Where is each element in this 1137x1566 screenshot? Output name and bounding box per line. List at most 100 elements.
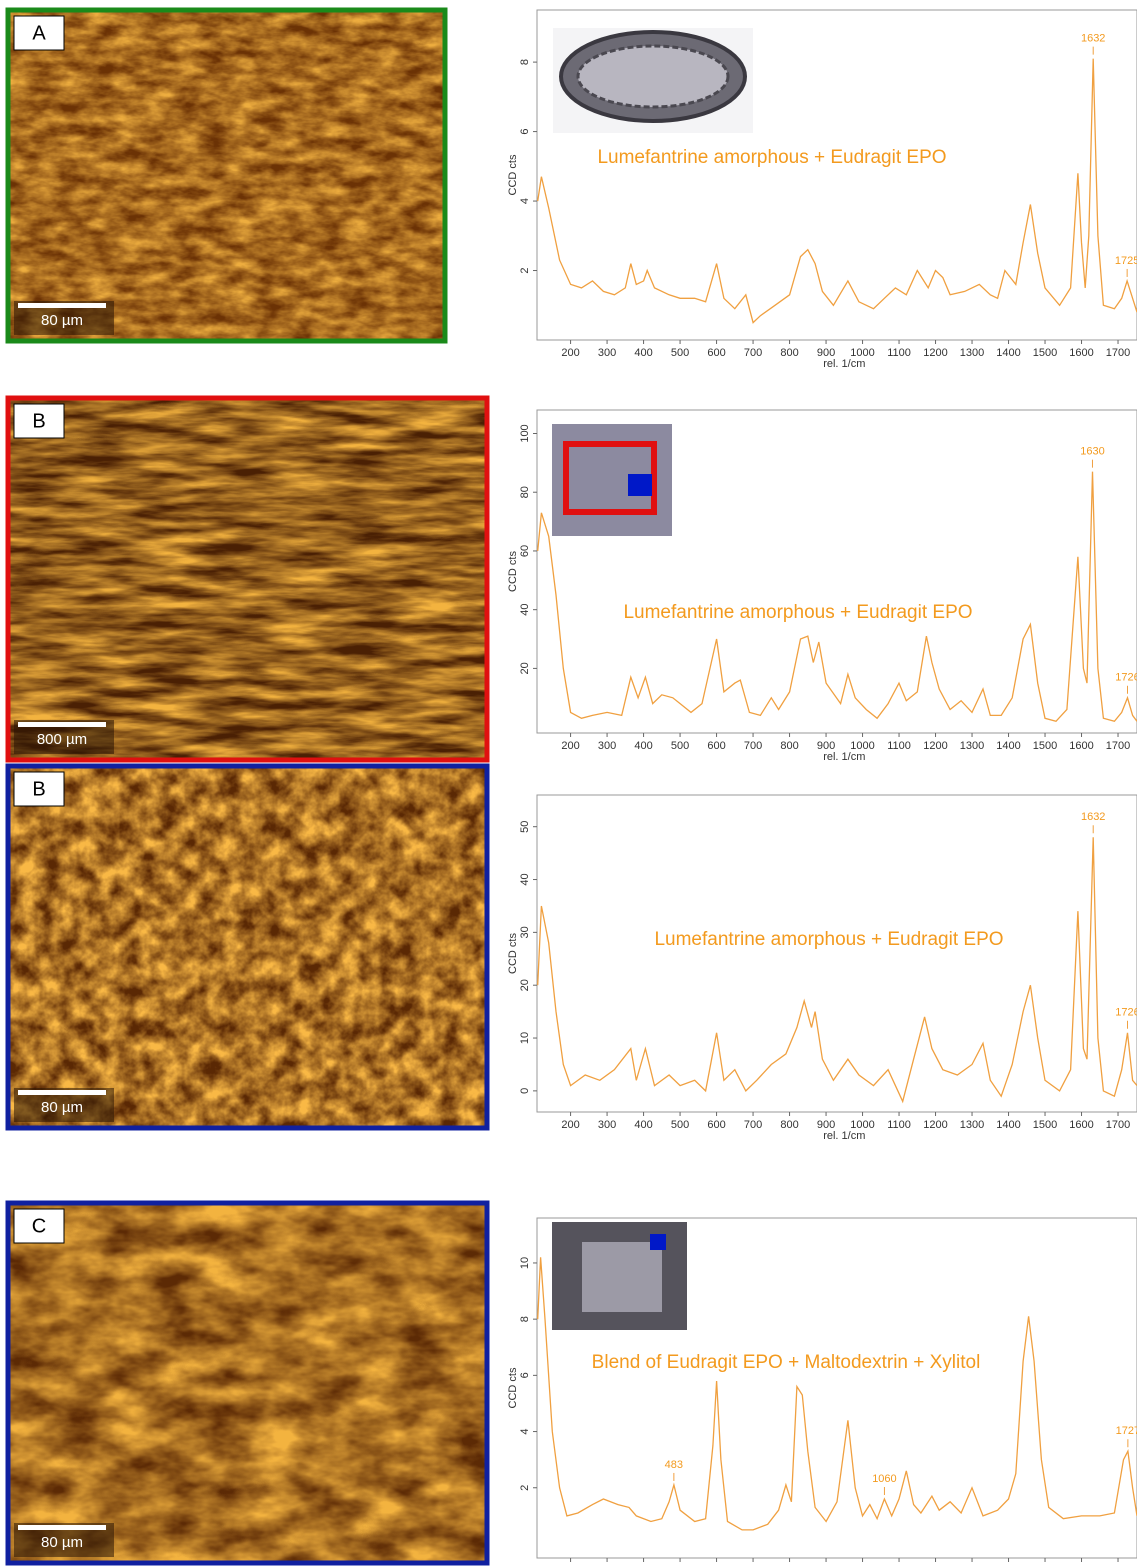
y-tick-label: 30 <box>519 926 531 938</box>
y-tick-label: 4 <box>519 198 531 204</box>
x-tick-label: 500 <box>671 740 689 752</box>
peak-label: 1632 <box>1081 811 1105 823</box>
scale-bar-label: 80 µm <box>41 1534 83 1551</box>
y-tick-label: 100 <box>519 424 531 442</box>
x-tick-label: 1700 <box>1106 1119 1130 1131</box>
y-tick-label: 80 <box>519 486 531 498</box>
y-tick-label: 10 <box>519 1032 531 1044</box>
map-image <box>8 398 487 760</box>
y-tick-label: 2 <box>519 1485 531 1491</box>
y-tick-label: 6 <box>519 129 531 135</box>
x-tick-label: 600 <box>707 1119 725 1131</box>
chart-note: Lumefantrine amorphous + Eudragit EPO <box>623 602 972 623</box>
x-tick-label: 300 <box>598 347 616 359</box>
x-tick-label: 1400 <box>996 347 1020 359</box>
x-tick-label: 200 <box>561 1119 579 1131</box>
figure: A80 µm2003004005006007008009001000110012… <box>0 0 1137 1566</box>
x-tick-label: 1200 <box>923 1119 947 1131</box>
chart-note: Blend of Eudragit EPO + Maltodextrin + X… <box>592 1352 981 1373</box>
x-tick-label: 600 <box>707 740 725 752</box>
y-tick-label: 4 <box>519 1428 531 1434</box>
x-tick-label: 400 <box>634 1119 652 1131</box>
x-tick-label: 700 <box>744 1119 762 1131</box>
inset-region <box>582 1242 662 1312</box>
chart-note: Lumefantrine amorphous + Eudragit EPO <box>597 147 946 168</box>
y-tick-label: 20 <box>519 979 531 991</box>
y-tick-label: 60 <box>519 545 531 557</box>
x-tick-label: 1100 <box>887 740 911 752</box>
chart-note: Lumefantrine amorphous + Eudragit EPO <box>654 929 1003 950</box>
y-tick-label: 6 <box>519 1372 531 1378</box>
y-axis-label: CCD cts <box>507 551 519 592</box>
scale-bar <box>18 1090 106 1095</box>
y-tick-label: 8 <box>519 1316 531 1322</box>
y-axis-label: CCD cts <box>507 933 519 974</box>
scale-bar <box>18 303 106 308</box>
y-axis-label: CCD cts <box>507 154 519 195</box>
x-tick-label: 1600 <box>1069 1119 1093 1131</box>
y-tick-label: 40 <box>519 873 531 885</box>
peak-label: 1726 <box>1115 1007 1137 1019</box>
inset-marker <box>628 474 652 496</box>
scale-bar-label: 80 µm <box>41 312 83 329</box>
x-tick-label: 1700 <box>1106 347 1130 359</box>
x-tick-label: 400 <box>634 347 652 359</box>
x-tick-label: 1400 <box>996 740 1020 752</box>
x-tick-label: 1200 <box>923 347 947 359</box>
x-tick-label: 1500 <box>1033 347 1057 359</box>
scale-bar <box>18 722 106 727</box>
map-image <box>8 1203 487 1563</box>
scale-bar <box>18 1525 106 1530</box>
x-tick-label: 1200 <box>923 740 947 752</box>
x-tick-label: 500 <box>671 1119 689 1131</box>
x-tick-label: 700 <box>744 740 762 752</box>
map-image <box>8 766 487 1128</box>
peak-label: 1727 <box>1116 1425 1137 1437</box>
panel-label: B <box>32 410 45 432</box>
y-axis-label: CCD cts <box>507 1367 519 1408</box>
scale-bar-label: 80 µm <box>41 1099 83 1116</box>
x-tick-label: 200 <box>561 740 579 752</box>
x-axis-label: rel. 1/cm <box>823 1130 865 1142</box>
x-tick-label: 800 <box>780 740 798 752</box>
x-tick-label: 300 <box>598 740 616 752</box>
inset-marker <box>650 1234 666 1250</box>
y-tick-label: 50 <box>519 821 531 833</box>
peak-label: 1726 <box>1115 672 1137 684</box>
panel-label: B <box>32 778 45 800</box>
scale-bar-label: 800 µm <box>37 731 87 748</box>
x-tick-label: 1500 <box>1033 1119 1057 1131</box>
x-tick-label: 500 <box>671 347 689 359</box>
x-tick-label: 1300 <box>960 347 984 359</box>
x-axis-label: rel. 1/cm <box>823 358 865 370</box>
x-tick-label: 1400 <box>996 1119 1020 1131</box>
x-axis-label: rel. 1/cm <box>823 751 865 763</box>
x-tick-label: 800 <box>780 347 798 359</box>
y-tick-label: 40 <box>519 604 531 616</box>
x-tick-label: 600 <box>707 347 725 359</box>
x-tick-label: 1500 <box>1033 740 1057 752</box>
peak-label: 483 <box>665 1459 683 1471</box>
x-tick-label: 1100 <box>887 347 911 359</box>
y-tick-label: 8 <box>519 59 531 65</box>
x-tick-label: 1600 <box>1069 740 1093 752</box>
x-tick-label: 1600 <box>1069 347 1093 359</box>
x-tick-label: 1100 <box>887 1119 911 1131</box>
panel-label: A <box>32 22 46 44</box>
peak-label: 1632 <box>1081 33 1105 45</box>
peak-label: 1725 <box>1115 255 1137 267</box>
y-tick-label: 10 <box>519 1257 531 1269</box>
panel-label: C <box>32 1215 46 1237</box>
y-tick-label: 20 <box>519 662 531 674</box>
x-tick-label: 1300 <box>960 1119 984 1131</box>
peak-label: 1060 <box>872 1473 896 1485</box>
inset-object <box>578 46 728 107</box>
peak-label: 1630 <box>1080 446 1104 458</box>
x-tick-label: 200 <box>561 347 579 359</box>
x-tick-label: 400 <box>634 740 652 752</box>
plot-frame <box>537 795 1137 1112</box>
x-tick-label: 1300 <box>960 740 984 752</box>
map-image <box>8 10 445 341</box>
x-tick-label: 300 <box>598 1119 616 1131</box>
y-tick-label: 0 <box>519 1088 531 1094</box>
